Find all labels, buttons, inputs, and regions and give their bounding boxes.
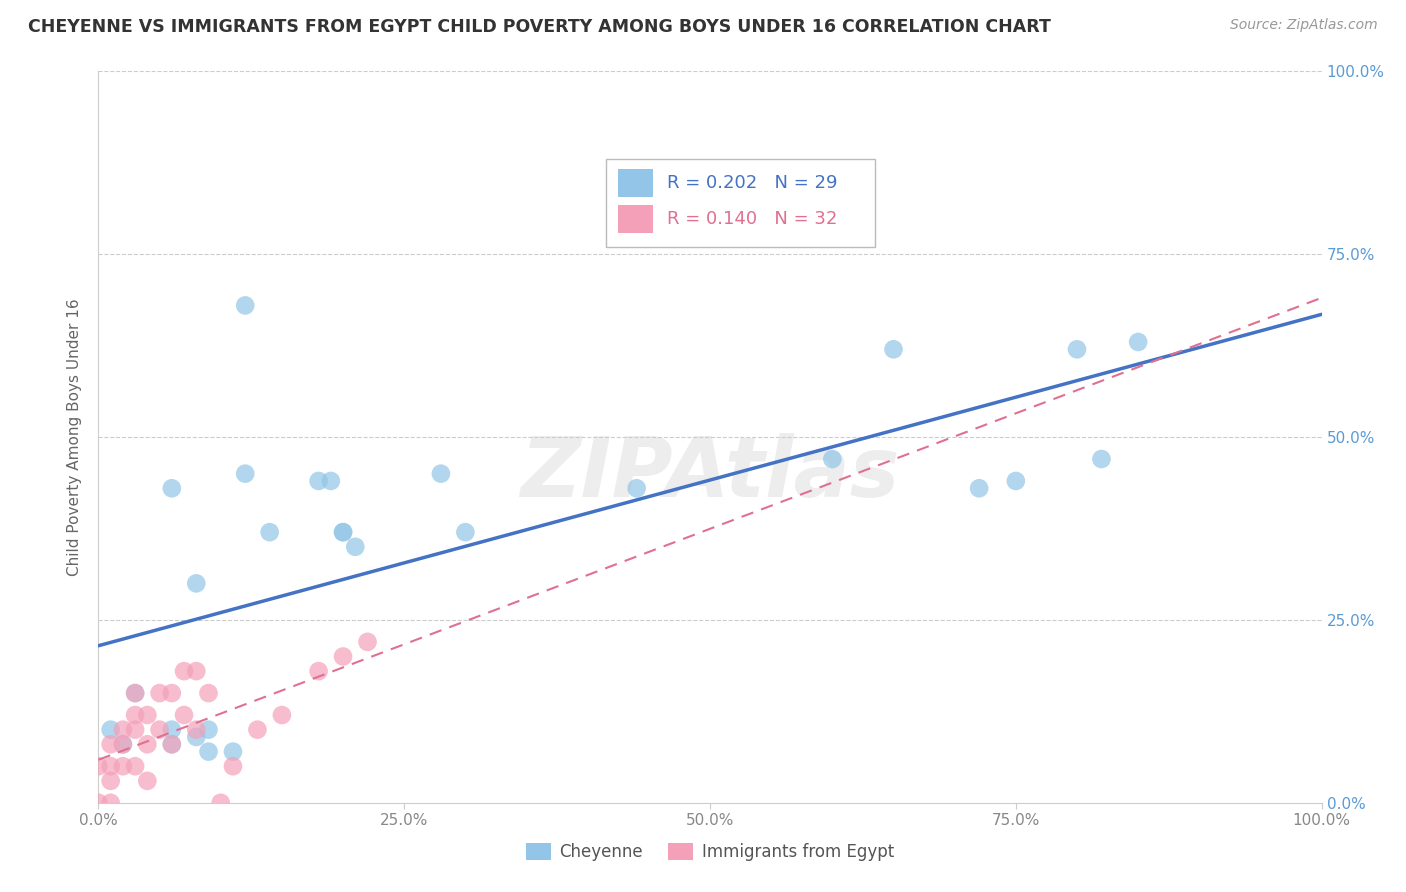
Point (319, 474, 342, 488)
Point (160, 481, 183, 495)
Point (160, 686, 183, 700)
Point (626, 481, 648, 495)
Point (197, 745, 219, 759)
Legend: Cheyenne, Immigrants from Egypt: Cheyenne, Immigrants from Egypt (520, 836, 900, 868)
Point (883, 343, 905, 357)
Point (136, 708, 159, 723)
Text: CHEYENNE VS IMMIGRANTS FROM EGYPT CHILD POVERTY AMONG BOYS UNDER 16 CORRELATION : CHEYENNE VS IMMIGRANTS FROM EGYPT CHILD … (28, 18, 1052, 36)
Point (186, 730, 208, 744)
Point (222, 745, 245, 759)
Point (356, 635, 378, 649)
Text: Source: ZipAtlas.com: Source: ZipAtlas.com (1230, 18, 1378, 32)
Y-axis label: Child Poverty Among Boys Under 16: Child Poverty Among Boys Under 16 (67, 298, 83, 576)
Point (100, 737, 122, 751)
Text: ZIPAtlas: ZIPAtlas (520, 434, 900, 514)
Point (332, 525, 354, 540)
Point (100, 759, 122, 773)
Point (344, 540, 367, 554)
Point (186, 664, 208, 678)
Point (160, 737, 183, 751)
Point (100, 723, 122, 737)
Point (87, 796, 110, 810)
Point (454, 525, 477, 540)
Point (186, 723, 208, 737)
Point (173, 708, 195, 723)
Point (111, 723, 134, 737)
Point (308, 474, 330, 488)
Point (332, 649, 354, 664)
Point (259, 525, 281, 540)
Point (430, 467, 453, 481)
Point (233, 467, 256, 481)
Text: R = 0.202   N = 29: R = 0.202 N = 29 (668, 174, 838, 193)
Point (149, 686, 172, 700)
Point (967, 481, 990, 495)
Point (173, 664, 195, 678)
Text: R = 0.140   N = 32: R = 0.140 N = 32 (668, 211, 838, 228)
Point (136, 773, 159, 788)
Point (124, 723, 146, 737)
Point (222, 759, 245, 773)
Point (1066, 343, 1088, 357)
Point (124, 708, 146, 723)
FancyBboxPatch shape (619, 169, 652, 197)
Point (1090, 452, 1112, 467)
Point (87, 759, 110, 773)
Point (124, 686, 146, 700)
Point (149, 723, 172, 737)
Point (821, 452, 844, 467)
Point (100, 773, 122, 788)
Point (124, 759, 146, 773)
Point (270, 708, 294, 723)
Point (111, 737, 134, 751)
Point (136, 737, 159, 751)
Point (160, 723, 183, 737)
FancyBboxPatch shape (619, 205, 652, 233)
Point (186, 576, 208, 591)
Point (332, 525, 354, 540)
Point (209, 796, 232, 810)
Point (111, 759, 134, 773)
Point (246, 723, 269, 737)
Point (197, 686, 219, 700)
Point (111, 737, 134, 751)
Point (1004, 474, 1026, 488)
Point (100, 796, 122, 810)
Point (124, 686, 146, 700)
Point (197, 723, 219, 737)
Point (160, 737, 183, 751)
Point (1128, 334, 1150, 349)
Point (233, 298, 256, 312)
FancyBboxPatch shape (606, 159, 875, 247)
Point (308, 664, 330, 678)
